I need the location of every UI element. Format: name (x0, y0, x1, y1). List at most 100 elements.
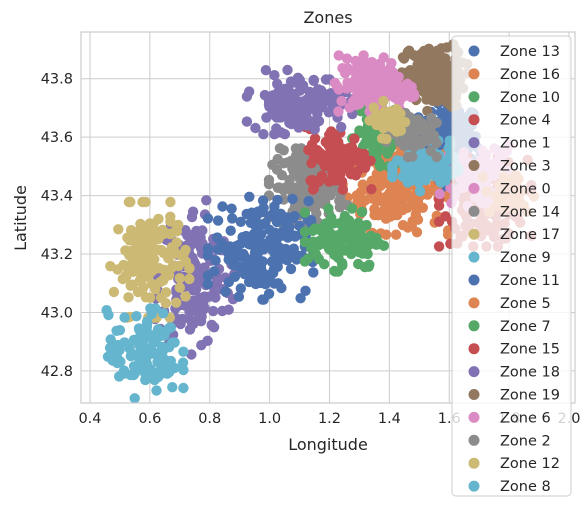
legend-item: Zone 1 (468, 136, 551, 152)
data-point (390, 120, 401, 131)
data-point (424, 162, 435, 173)
legend-label: Zone 14 (500, 204, 560, 220)
data-point (217, 305, 228, 317)
data-point (335, 146, 347, 157)
legend-label: Zone 11 (500, 273, 560, 289)
data-point (374, 74, 385, 85)
data-point (432, 167, 444, 178)
data-point (250, 122, 261, 134)
legend-label: Zone 15 (500, 342, 560, 358)
data-point (165, 196, 176, 208)
data-point (186, 349, 197, 360)
data-point (336, 95, 347, 107)
data-point (231, 240, 242, 252)
legend-item: Zone 6 (468, 410, 551, 426)
data-point (321, 160, 332, 171)
data-point (141, 363, 152, 375)
data-point (284, 174, 295, 186)
legend-label: Zone 7 (500, 319, 551, 335)
legend-marker (468, 274, 480, 286)
data-point (337, 184, 349, 195)
data-point (153, 355, 164, 366)
data-point (180, 291, 191, 302)
data-point (210, 292, 221, 303)
data-point (278, 145, 289, 156)
data-point (111, 342, 122, 353)
data-point (123, 196, 135, 208)
data-point (331, 250, 342, 261)
data-point (202, 213, 214, 224)
y-tick-label: 43.0 (41, 305, 73, 321)
legend-label: Zone 2 (500, 433, 551, 449)
data-point (141, 237, 152, 249)
data-point (137, 196, 148, 208)
legend-label: Zone 3 (500, 159, 551, 175)
data-point (147, 265, 159, 276)
data-point (307, 174, 318, 186)
data-point (371, 64, 382, 76)
data-point (246, 232, 258, 243)
data-point (323, 203, 334, 214)
data-point (128, 361, 140, 372)
data-point (258, 129, 269, 140)
data-point (297, 80, 309, 91)
legend-marker (468, 457, 480, 469)
data-point (269, 278, 280, 289)
series-zone-7 (299, 203, 390, 277)
data-point (350, 84, 361, 95)
data-point (336, 176, 348, 187)
data-point (212, 215, 224, 226)
legend-marker (468, 137, 480, 149)
data-point (426, 112, 437, 124)
data-point (277, 215, 288, 226)
data-point (123, 292, 134, 303)
y-tick-label: 43.4 (41, 189, 73, 205)
data-point (443, 143, 454, 154)
data-point (167, 382, 178, 393)
data-point (282, 64, 293, 76)
data-point (108, 286, 120, 298)
data-point (288, 243, 299, 254)
legend-item: Zone 16 (468, 67, 560, 83)
data-point (140, 374, 151, 386)
data-point (299, 207, 311, 218)
data-point (141, 322, 152, 333)
legend-item: Zone 3 (468, 159, 551, 175)
data-point (271, 164, 283, 175)
data-point (269, 201, 280, 212)
data-point (408, 88, 420, 99)
data-point (425, 57, 436, 68)
data-point (169, 245, 180, 257)
data-point (308, 74, 319, 86)
data-point (202, 278, 214, 290)
data-point (285, 263, 297, 275)
data-point (299, 236, 311, 248)
data-point (153, 213, 164, 225)
data-point (212, 232, 223, 243)
data-point (255, 262, 266, 273)
data-point (244, 86, 255, 97)
data-point (376, 84, 387, 96)
data-point (185, 315, 196, 326)
data-point (146, 345, 157, 357)
data-point (372, 173, 383, 185)
legend-marker (468, 480, 480, 492)
data-point (430, 64, 442, 75)
data-point (272, 233, 283, 244)
data-point (301, 94, 312, 105)
data-point (303, 195, 314, 207)
legend-marker (468, 68, 480, 80)
data-point (333, 106, 344, 117)
legend-marker (468, 343, 480, 355)
data-point (364, 115, 375, 126)
data-point (114, 371, 125, 382)
data-point (210, 255, 221, 266)
data-point (300, 285, 311, 296)
data-point (344, 142, 356, 154)
data-point (346, 169, 358, 180)
legend-marker (468, 434, 480, 446)
data-point (369, 209, 380, 221)
data-point (323, 176, 335, 187)
legend-marker (468, 45, 480, 57)
data-point (354, 125, 365, 136)
